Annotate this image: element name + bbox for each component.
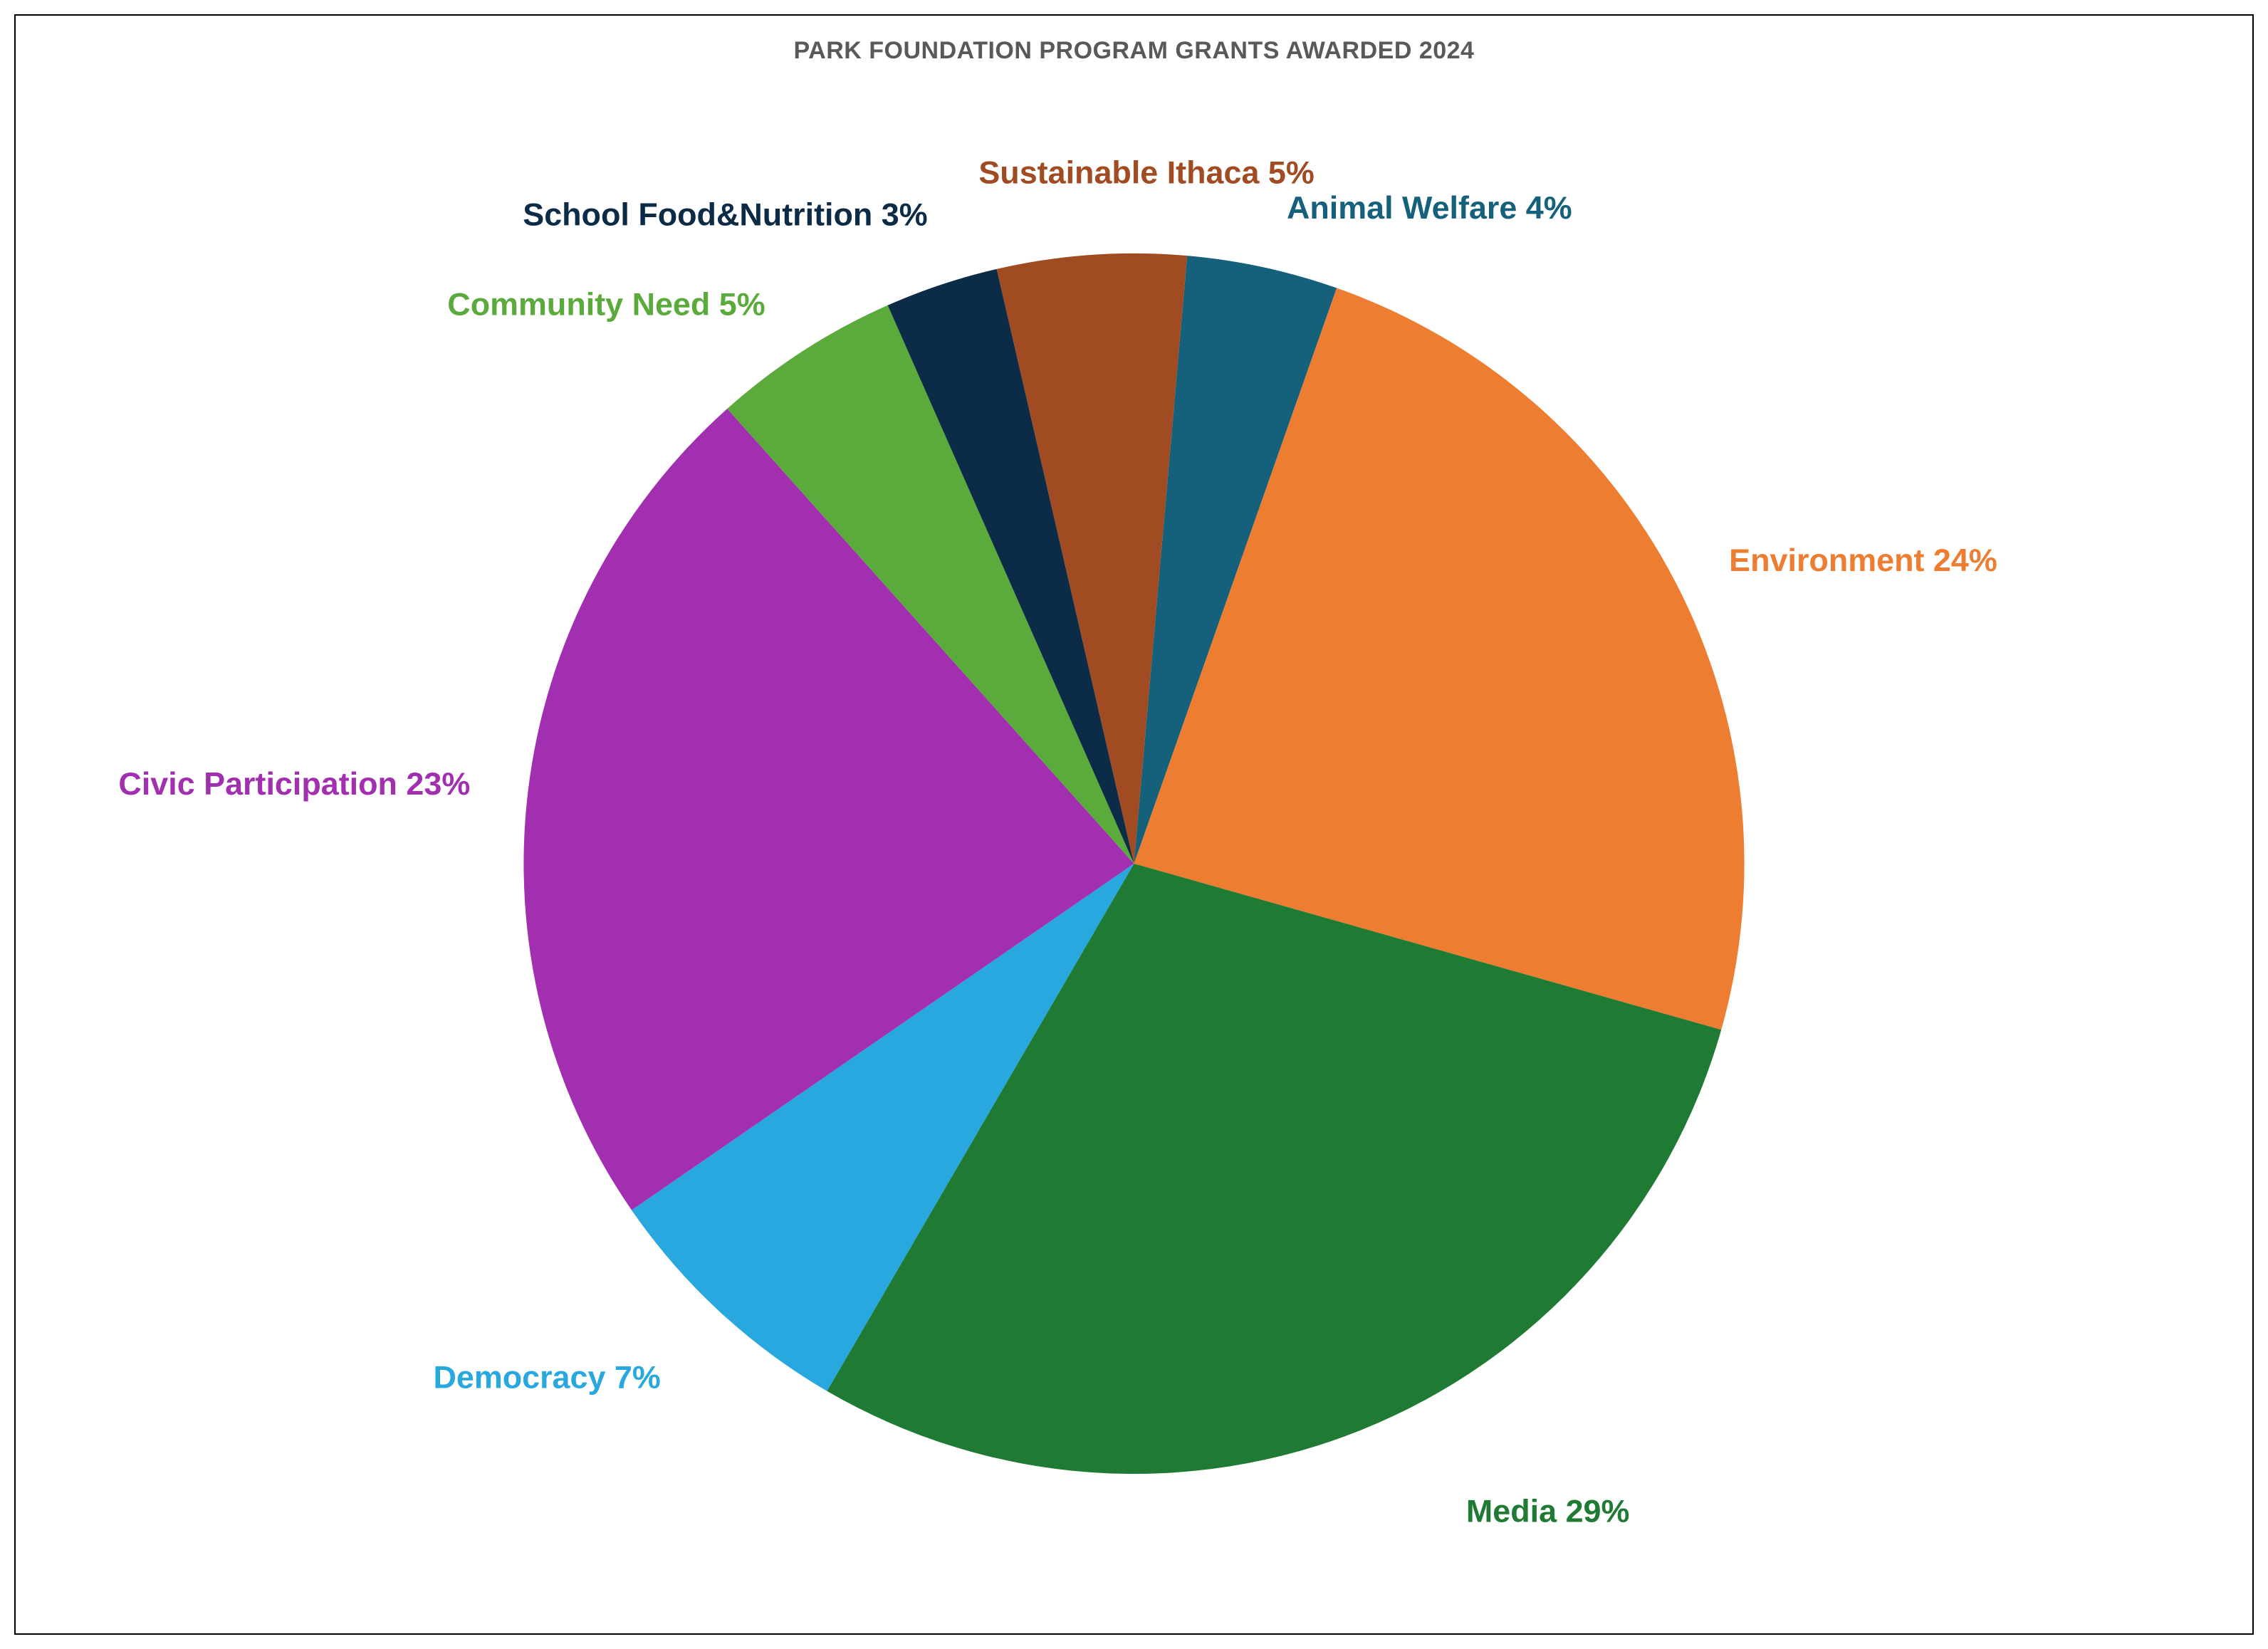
slice-label: Civic Participation 23% — [118, 765, 470, 802]
slice-label: Sustainable Ithaca 5% — [978, 155, 1314, 191]
chart-area: Animal Welfare 4% Environment 24% Media 29… — [44, 79, 2224, 1605]
slice-label: Media 29% — [1466, 1492, 1629, 1529]
slice-label: Democracy 7% — [433, 1359, 660, 1396]
pie-chart: Animal Welfare 4% Environment 24% Media 29… — [44, 79, 2224, 1605]
slice-label: Environment 24% — [1729, 542, 1997, 578]
chart-title: PARK FOUNDATION PROGRAM GRANTS AWARDED 2… — [44, 37, 2224, 65]
chart-frame: PARK FOUNDATION PROGRAM GRANTS AWARDED 2… — [14, 14, 2254, 1635]
slice-label: Community Need 5% — [447, 286, 765, 323]
slice-label: School Food&Nutrition 3% — [523, 197, 927, 233]
slice-label: Animal Welfare 4% — [1287, 189, 1572, 226]
